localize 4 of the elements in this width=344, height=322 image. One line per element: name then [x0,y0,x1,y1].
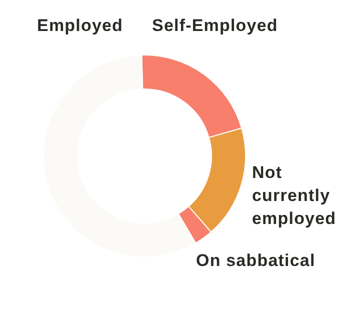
slice-label: Not currently employed [252,163,336,228]
slice-label: Employed [37,16,124,35]
slice-label: On sabbatical [196,251,316,270]
slice-label: Self-Employed [152,16,278,35]
